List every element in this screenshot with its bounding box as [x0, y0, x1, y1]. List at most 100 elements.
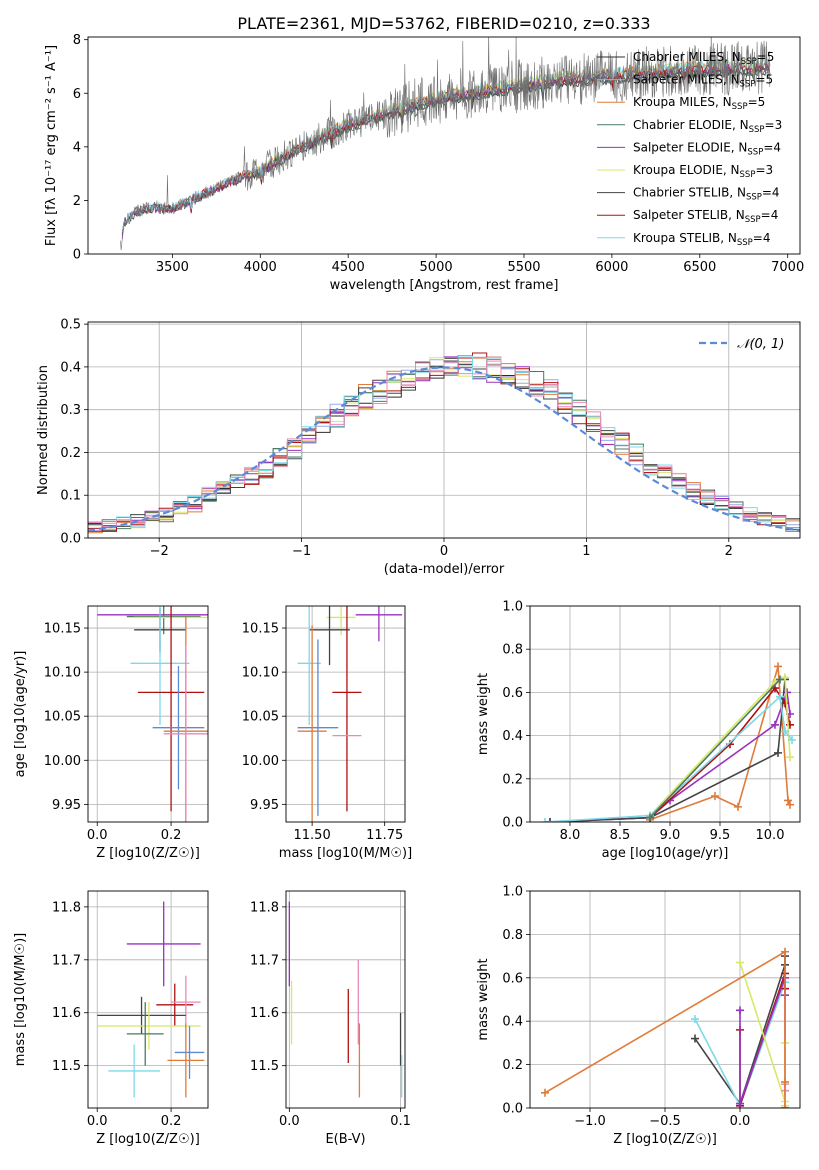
- y-axis-label: age [log10(age/yr)]: [13, 651, 28, 778]
- y-tick-label: 0.0: [502, 816, 523, 831]
- legend-entry: 𝒩(0, 1): [737, 337, 784, 352]
- spectrum-frame: [87, 36, 801, 255]
- x-tick-label: 5000: [420, 260, 453, 275]
- error-point: [137, 606, 205, 812]
- weight-marker: [711, 792, 719, 801]
- legend-subscript: SSP: [747, 147, 763, 157]
- legend-text: Salpeter STELIB, N: [633, 208, 745, 222]
- x-tick-label: 0.1: [390, 1114, 411, 1129]
- y-tick-label: 10.10: [44, 666, 81, 681]
- legend-text: =3: [765, 118, 783, 132]
- x-tick-label: 0.0: [730, 1114, 751, 1129]
- x-tick-label: 7000: [771, 260, 804, 275]
- weight-marker: [776, 675, 784, 684]
- legend-text: =4: [761, 208, 779, 222]
- y-tick-label: 11.8: [52, 900, 81, 915]
- x-tick-label: −2: [150, 544, 169, 559]
- legend-text: Chabrier ELODIE, N: [633, 118, 749, 132]
- y-tick-label: 10.00: [44, 754, 81, 769]
- legend-subscript: SSP: [737, 238, 753, 248]
- y-tick-label: 0.6: [502, 971, 523, 986]
- weight-marker: [781, 947, 789, 956]
- weight-marker: [776, 692, 784, 701]
- legend-text: Salpeter ELODIE, N: [633, 140, 747, 154]
- legend-entry: Salpeter STELIB, NSSP=4: [633, 208, 778, 225]
- y-tick-label: 0.0: [502, 1102, 523, 1117]
- x-tick-label: 2: [725, 544, 733, 559]
- mass_vs_EBV-points: [288, 901, 403, 1098]
- weight-marker: [781, 1104, 789, 1108]
- x-tick-label: 0: [440, 544, 448, 559]
- weight-marker: [781, 673, 789, 682]
- legend-subscript: SSP: [746, 193, 762, 203]
- legend-entry: Kroupa STELIB, NSSP=4: [633, 231, 771, 248]
- weight-marker: [771, 720, 779, 729]
- y-tick-label: 0: [73, 248, 81, 263]
- weight-marker: [736, 958, 744, 967]
- error-point: [97, 1002, 201, 1050]
- legend-text: Chabrier STELIB, N: [633, 186, 746, 200]
- error-point: [126, 606, 201, 635]
- legend-text: Kroupa MILES, N: [633, 95, 732, 109]
- weight-line: [549, 679, 786, 822]
- x-tick-label: 6000: [595, 260, 628, 275]
- y-tick-label: 10.15: [242, 622, 279, 637]
- legend-subscript: SSP: [740, 170, 756, 180]
- legend-text: =5: [757, 50, 775, 64]
- plot-layer: 3500 4000 4500 5000 5500 6000 6500 7000 0 2 4 6 8 wav…: [13, 33, 804, 1147]
- x-axis-label: mass [log10(M/M☉)]: [279, 846, 412, 861]
- weight-marker: [734, 802, 742, 811]
- y-tick-label: 2: [73, 194, 81, 209]
- weight-marker: [781, 1077, 789, 1086]
- y-axis-label: mass weight: [476, 673, 491, 755]
- error-point: [126, 901, 201, 987]
- age_vs_Z-points: [97, 606, 208, 822]
- error-point: [297, 639, 339, 816]
- residuals-frame: [87, 321, 801, 539]
- error-point: [171, 975, 201, 1029]
- weight_vs_age-frame: [529, 605, 801, 823]
- x-tick-label: 6500: [683, 260, 716, 275]
- error-point: [130, 606, 190, 726]
- spectrum-axes: 3500 4000 4500 5000 5500 6000 6500 7000 0 2 4 6 8 wav…: [44, 33, 804, 293]
- x-tick-label: 5500: [507, 260, 540, 275]
- legend-text: Chabrier MILES, N: [633, 50, 741, 64]
- weight-marker: [788, 735, 796, 744]
- weight-marker: [541, 818, 549, 822]
- weight_vs_age-lines: [541, 662, 796, 822]
- y-tick-label: 4: [73, 140, 81, 155]
- x-tick-label: 9.0: [660, 828, 681, 843]
- weight-marker: [736, 1099, 744, 1108]
- age_vs_mass-points: [297, 606, 403, 822]
- y-axis-label: Normed distribution: [36, 365, 51, 495]
- mass_vs_Z-axes: 0.0 0.2 11.5 11.6 11.7 11.8 Z [log10(Z/Z☉)] mas…: [13, 891, 208, 1147]
- error-point: [297, 606, 321, 726]
- y-tick-label: 1.0: [502, 600, 523, 615]
- error-point: [126, 1002, 164, 1066]
- weight-marker: [541, 1088, 549, 1097]
- y-tick-label: 10.05: [242, 710, 279, 725]
- y-tick-label: 0.3: [60, 403, 81, 418]
- error-point: [152, 665, 205, 790]
- y-tick-label: 0.2: [502, 1058, 523, 1073]
- y-tick-label: 11.6: [250, 1006, 279, 1021]
- figure-title: PLATE=2361, MJD=53762, FIBERID=0210, z=0…: [237, 14, 650, 33]
- error-point: [163, 645, 208, 822]
- legend-text: =3: [755, 163, 773, 177]
- x-tick-label: 8.5: [610, 828, 631, 843]
- x-tick-label: 0.0: [87, 828, 108, 843]
- x-axis-label: wavelength [Angstrom, rest frame]: [330, 278, 559, 293]
- model-trace: [121, 61, 770, 234]
- y-tick-label: 10.05: [44, 710, 81, 725]
- age_vs_Z-frame: [87, 605, 209, 823]
- weight-marker: [736, 1006, 744, 1015]
- x-tick-label: 0.2: [161, 828, 182, 843]
- y-tick-label: 11.7: [250, 953, 279, 968]
- y-tick-label: 0.4: [502, 729, 523, 744]
- weight-marker: [646, 813, 654, 822]
- legend-text: =4: [762, 186, 780, 200]
- histogram-traces: [88, 352, 800, 534]
- x-axis-label: E(B-V): [325, 1132, 365, 1147]
- x-tick-label: 9.5: [710, 828, 731, 843]
